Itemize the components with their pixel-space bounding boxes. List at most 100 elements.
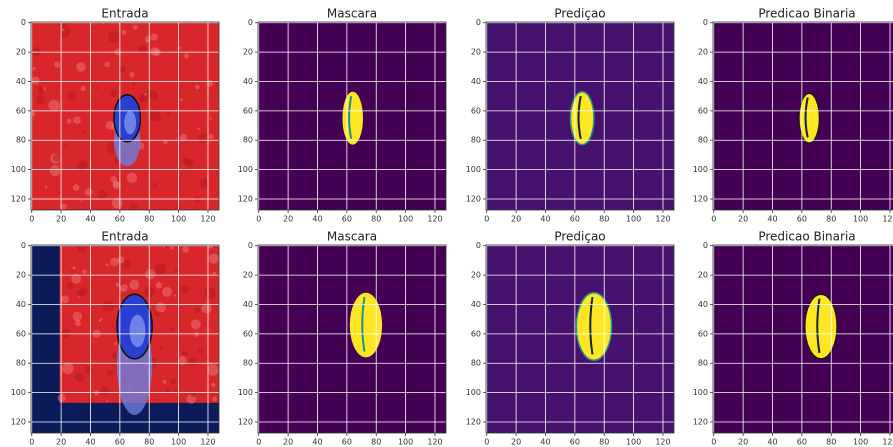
- x-tick-label: 60: [570, 215, 580, 224]
- image-texture: [100, 386, 108, 394]
- image-texture: [81, 86, 86, 91]
- y-tick-label: 80: [243, 136, 253, 145]
- x-tick-label: 0: [256, 438, 261, 447]
- y-tick-label: 40: [471, 77, 481, 86]
- image-background: [713, 245, 893, 433]
- image-texture: [58, 394, 66, 402]
- image-texture: [213, 272, 216, 275]
- image-texture: [45, 186, 48, 189]
- image-texture: [58, 18, 68, 28]
- y-tick-label: 0: [248, 241, 253, 250]
- x-tick-label: 40: [312, 438, 322, 447]
- y-tick-label: 80: [698, 359, 708, 368]
- x-tick-label: 100: [626, 215, 641, 224]
- image-texture: [201, 303, 211, 313]
- image: [486, 22, 674, 210]
- x-tick-label: 20: [511, 438, 521, 447]
- x-tick-label: 60: [797, 438, 807, 447]
- image-texture: [174, 294, 176, 296]
- image-texture: [77, 243, 86, 252]
- y-tick-label: 20: [471, 271, 481, 280]
- y-tick-label: 0: [703, 18, 708, 27]
- x-tick-label: 40: [85, 215, 95, 224]
- image-texture: [186, 159, 194, 167]
- x-tick-label: 60: [115, 438, 125, 447]
- image-texture: [129, 280, 139, 290]
- x-tick-label: 60: [342, 438, 352, 447]
- y-tick-label: 0: [476, 241, 481, 250]
- x-tick-label: 60: [342, 215, 352, 224]
- image: [31, 243, 219, 433]
- image-texture: [145, 269, 155, 279]
- image-texture: [155, 302, 165, 312]
- image-texture: [144, 93, 147, 96]
- y-tick-label: 0: [21, 241, 26, 250]
- y-tick-label: 80: [243, 359, 253, 368]
- image-texture: [97, 190, 107, 200]
- image-texture: [123, 260, 131, 268]
- image-texture: [211, 383, 215, 387]
- panel-title: Mascara: [327, 7, 377, 21]
- image-texture: [71, 269, 74, 272]
- image-texture: [54, 61, 61, 68]
- image-texture: [182, 246, 189, 253]
- image-object: [350, 293, 382, 358]
- image-texture: [73, 312, 83, 322]
- image-texture: [191, 319, 201, 329]
- x-tick-label: 120: [427, 438, 442, 447]
- figure: 020406080100120020406080100120Entrada020…: [0, 0, 893, 447]
- image-texture: [62, 362, 74, 374]
- y-tick-label: 0: [248, 18, 253, 27]
- x-tick-label: 80: [144, 438, 154, 447]
- x-tick-label: 120: [882, 215, 893, 224]
- y-tick-label: 60: [471, 329, 481, 338]
- image-texture: [82, 130, 85, 133]
- y-tick-label: 60: [471, 106, 481, 115]
- x-tick-label: 60: [570, 438, 580, 447]
- image-texture: [112, 181, 118, 187]
- x-tick-label: 120: [882, 438, 893, 447]
- image-texture: [210, 118, 212, 120]
- image-texture: [61, 295, 69, 303]
- y-tick-label: 80: [471, 359, 481, 368]
- x-tick-label: 40: [767, 438, 777, 447]
- y-tick-label: 100: [238, 165, 253, 174]
- image-texture: [185, 352, 188, 355]
- x-tick-label: 120: [200, 215, 215, 224]
- y-tick-label: 60: [16, 329, 26, 338]
- image-texture: [80, 200, 82, 202]
- image-texture: [170, 328, 173, 331]
- y-tick-label: 80: [698, 136, 708, 145]
- x-tick-label: 0: [711, 438, 716, 447]
- x-tick-label: 80: [371, 215, 381, 224]
- x-tick-label: 0: [29, 438, 34, 447]
- y-tick-label: 100: [11, 165, 26, 174]
- x-tick-label: 0: [29, 215, 34, 224]
- x-tick-label: 20: [511, 215, 521, 224]
- y-tick-label: 60: [16, 106, 26, 115]
- image-texture: [72, 266, 75, 269]
- x-tick-label: 100: [398, 438, 413, 447]
- panel: 020406080100120020406080100120Predicao B…: [693, 230, 893, 447]
- image-texture: [73, 184, 80, 191]
- y-tick-label: 20: [243, 271, 253, 280]
- y-tick-label: 60: [698, 329, 708, 338]
- image-texture: [208, 134, 213, 139]
- image-highlight: [130, 315, 146, 347]
- y-tick-label: 20: [16, 48, 26, 57]
- x-tick-label: 120: [655, 438, 670, 447]
- y-tick-label: 20: [698, 48, 708, 57]
- x-tick-label: 120: [655, 215, 670, 224]
- image-texture: [48, 100, 60, 112]
- image-object: [576, 293, 611, 361]
- y-tick-label: 0: [703, 241, 708, 250]
- image: [713, 22, 893, 210]
- y-tick-label: 60: [243, 329, 253, 338]
- y-tick-label: 20: [16, 271, 26, 280]
- image-texture: [150, 47, 159, 56]
- x-tick-label: 60: [797, 215, 807, 224]
- image-object: [805, 294, 837, 359]
- image-texture: [188, 358, 197, 367]
